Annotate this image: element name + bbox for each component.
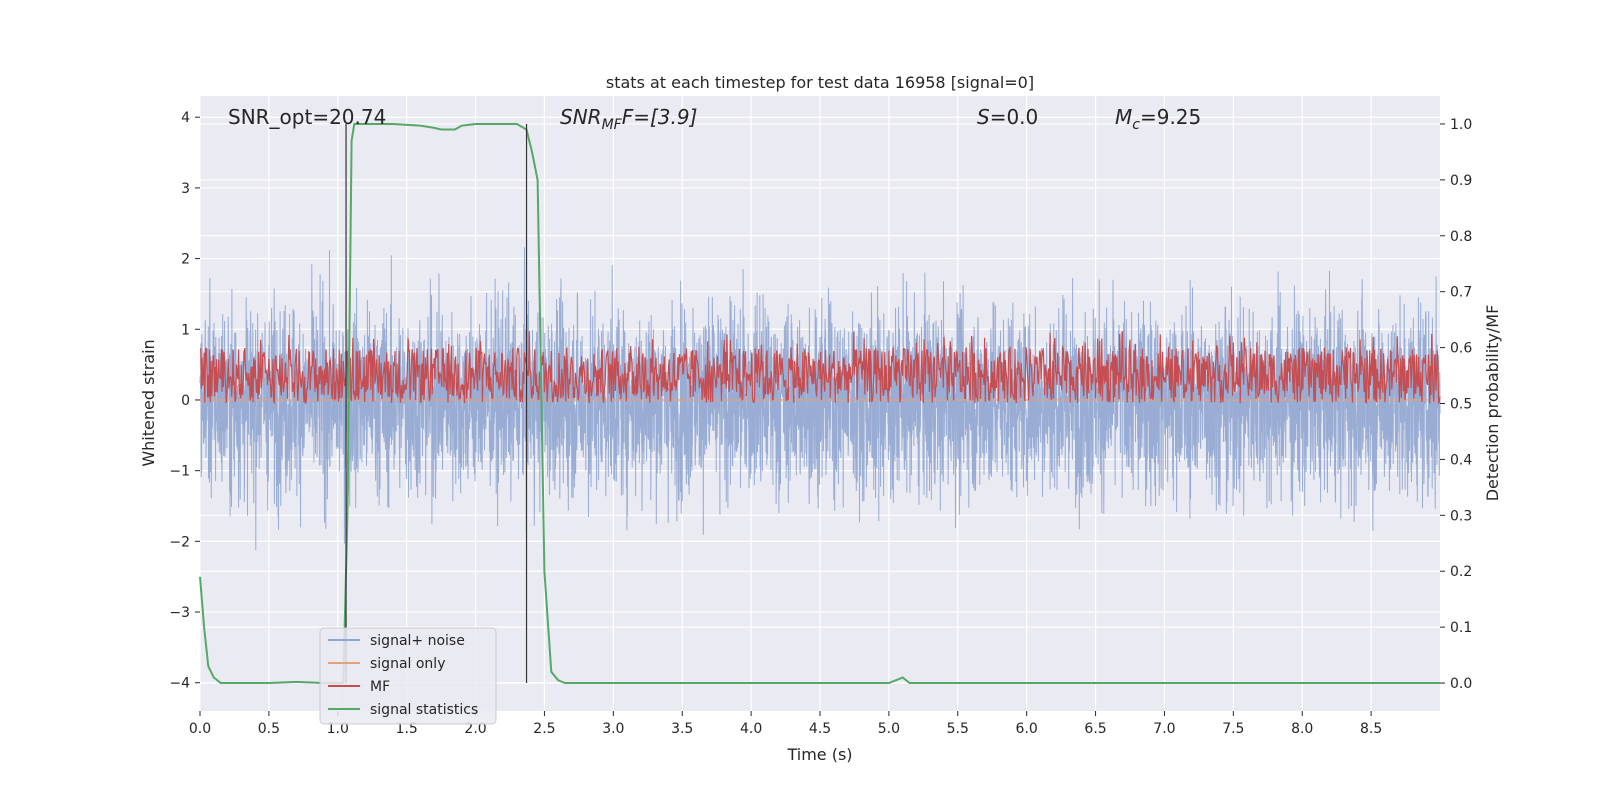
legend-item-signal-noise: signal+ noise [328,633,465,649]
x-tick-label: 2.5 [533,721,555,737]
y2-tick-label: 1.0 [1450,117,1472,133]
chart-title: stats at each timestep for test data 169… [606,73,1034,92]
y-tick-label: −3 [169,605,190,621]
y2-tick-label: 0.4 [1450,452,1472,468]
x-axis-label: Time (s) [786,745,852,764]
x-tick-label: 3.0 [602,721,624,737]
y2-tick-label: 0.0 [1450,676,1472,692]
y2-tick-label: 0.8 [1450,229,1472,245]
annotation-s-value: =0.0 [990,105,1039,129]
y-tick-label: −4 [169,676,190,692]
annotation-snr-opt: SNR_opt=20.74 [228,105,386,129]
y2-tick-label: 0.3 [1450,508,1472,524]
y-tick-label: 3 [181,181,190,197]
annotation-mc-base: M [1115,105,1132,129]
y2-tick-label: 0.6 [1450,341,1472,357]
x-tick-label: 7.5 [1222,721,1244,737]
annotation-mc-value: =9.25 [1140,105,1201,129]
x-tick-label: 3.5 [671,721,693,737]
legend-label-signal-statistics: signal statistics [370,702,478,718]
annotation-snr-mf-sub: MF [602,117,623,133]
annotation-snr-mf-base: SNR [560,105,602,129]
series-signal-statistics-line [199,123,1440,684]
legend-item-signal-only: signal only [328,656,445,672]
x-tick-label: 1.0 [327,721,349,737]
series-mf-line [199,331,1441,405]
legend-label-mf: MF [370,679,390,695]
series-layer [199,123,1441,684]
x-axis-ticks: 0.0 0.5 1.0 1.5 2.0 2.5 3.0 3.5 4.0 4.5 5.0 5.5 6.0 6… [189,711,1382,737]
x-tick-label: 0.5 [258,721,280,737]
legend-item-mf: MF [328,679,390,695]
y2-axis-ticks: 1.0 0.9 0.8 0.7 0.6 0.5 0.4 0.3 0.2 0.1 0.0 [1440,117,1472,692]
legend-box [319,627,497,725]
y-tick-label: 1 [181,322,190,338]
annotation-snr-mf: SNRMFF=[3.9] [560,105,697,133]
x-tick-label: 6.0 [1016,721,1038,737]
y-axis-label: Whitened strain [139,339,158,466]
y2-tick-label: 0.2 [1450,564,1472,580]
x-tick-label: 8.0 [1291,721,1313,737]
x-tick-label: 6.5 [1084,721,1106,737]
y2-tick-label: 0.1 [1450,620,1472,636]
y-tick-label: 2 [181,252,190,268]
x-tick-label: 7.0 [1153,721,1175,737]
annotation-s-label: S [977,105,990,129]
vline-layer [345,123,528,684]
y-tick-label: −2 [169,534,190,550]
x-tick-label: 2.0 [464,721,486,737]
x-tick-label: 5.5 [947,721,969,737]
legend-item-signal-statistics: signal statistics [328,702,478,718]
annotation-snr-mf-value: F=[3.9] [622,105,698,129]
legend-label-signal-only: signal only [370,656,445,672]
legend: signal+ noise signal only MF signal stat… [319,627,497,725]
legend-label-signal-noise: signal+ noise [370,633,465,649]
y2-tick-label: 0.7 [1450,285,1472,301]
y-tick-label: 0 [181,393,190,409]
x-tick-label: 4.0 [740,721,762,737]
annotation-mc: Mc=9.25 [1115,105,1201,133]
x-tick-label: 1.5 [396,721,418,737]
y-axis-ticks: 4 3 2 1 0 −1 −2 −3 −4 [169,110,200,692]
x-tick-label: 4.5 [809,721,831,737]
y-tick-label: −1 [169,464,190,480]
y-tick-label: 4 [181,110,190,126]
x-tick-label: 5.0 [878,721,900,737]
y2-axis-label: Detection probability/MF [1483,305,1502,502]
x-tick-label: 8.5 [1360,721,1382,737]
y2-tick-label: 0.5 [1450,397,1472,413]
annotation-s: S=0.0 [977,105,1038,129]
annotation-mc-sub: c [1132,117,1140,133]
x-tick-label: 0.0 [189,721,211,737]
y2-tick-label: 0.9 [1450,173,1472,189]
